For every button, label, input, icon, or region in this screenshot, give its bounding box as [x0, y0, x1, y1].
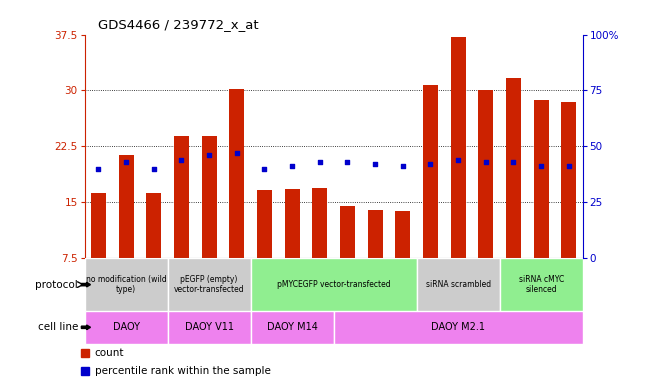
- Bar: [202, 136, 217, 258]
- Point: [508, 159, 519, 165]
- Bar: [478, 90, 493, 258]
- Point: [536, 164, 546, 170]
- Bar: [251, 311, 333, 344]
- Point: [287, 164, 298, 170]
- Bar: [91, 193, 106, 258]
- Text: cell line: cell line: [38, 322, 78, 332]
- Text: pEGFP (empty)
vector-transfected: pEGFP (empty) vector-transfected: [174, 275, 244, 294]
- Bar: [251, 258, 417, 311]
- Bar: [85, 311, 168, 344]
- Bar: [423, 84, 438, 258]
- Bar: [340, 206, 355, 258]
- Bar: [168, 258, 251, 311]
- Text: pMYCEGFP vector-transfected: pMYCEGFP vector-transfected: [277, 280, 391, 289]
- Bar: [229, 89, 244, 258]
- Point: [259, 166, 270, 172]
- Bar: [506, 78, 521, 258]
- Bar: [118, 155, 133, 258]
- Bar: [146, 193, 161, 258]
- Point: [148, 166, 159, 172]
- Text: count: count: [94, 348, 124, 358]
- Bar: [500, 258, 583, 311]
- Text: DAOY M2.1: DAOY M2.1: [431, 322, 485, 332]
- Bar: [534, 100, 549, 258]
- Point: [93, 166, 104, 172]
- Bar: [450, 37, 465, 258]
- Text: DAOY M14: DAOY M14: [267, 322, 318, 332]
- Point: [314, 159, 325, 165]
- Point: [398, 164, 408, 170]
- Point: [204, 152, 214, 158]
- Point: [425, 161, 436, 167]
- Point: [370, 161, 380, 167]
- Bar: [168, 311, 251, 344]
- Bar: [284, 189, 299, 258]
- Text: percentile rank within the sample: percentile rank within the sample: [94, 366, 270, 376]
- Text: protocol: protocol: [35, 280, 78, 290]
- Bar: [85, 258, 168, 311]
- Point: [121, 159, 132, 165]
- Point: [176, 157, 187, 163]
- Bar: [561, 102, 576, 258]
- Text: DAOY V11: DAOY V11: [185, 322, 234, 332]
- Point: [480, 159, 491, 165]
- Text: siRNA cMYC
silenced: siRNA cMYC silenced: [518, 275, 564, 294]
- Text: DAOY: DAOY: [113, 322, 139, 332]
- Bar: [312, 188, 327, 258]
- Text: GDS4466 / 239772_x_at: GDS4466 / 239772_x_at: [98, 18, 258, 31]
- Point: [453, 157, 464, 163]
- Text: siRNA scrambled: siRNA scrambled: [426, 280, 491, 289]
- Point: [342, 159, 353, 165]
- Point: [232, 150, 242, 156]
- Point: [564, 164, 574, 170]
- Bar: [417, 258, 500, 311]
- Bar: [257, 190, 272, 258]
- Bar: [368, 210, 383, 258]
- Bar: [174, 136, 189, 258]
- Bar: [395, 211, 410, 258]
- Text: no modification (wild
type): no modification (wild type): [86, 275, 167, 294]
- Bar: [333, 311, 583, 344]
